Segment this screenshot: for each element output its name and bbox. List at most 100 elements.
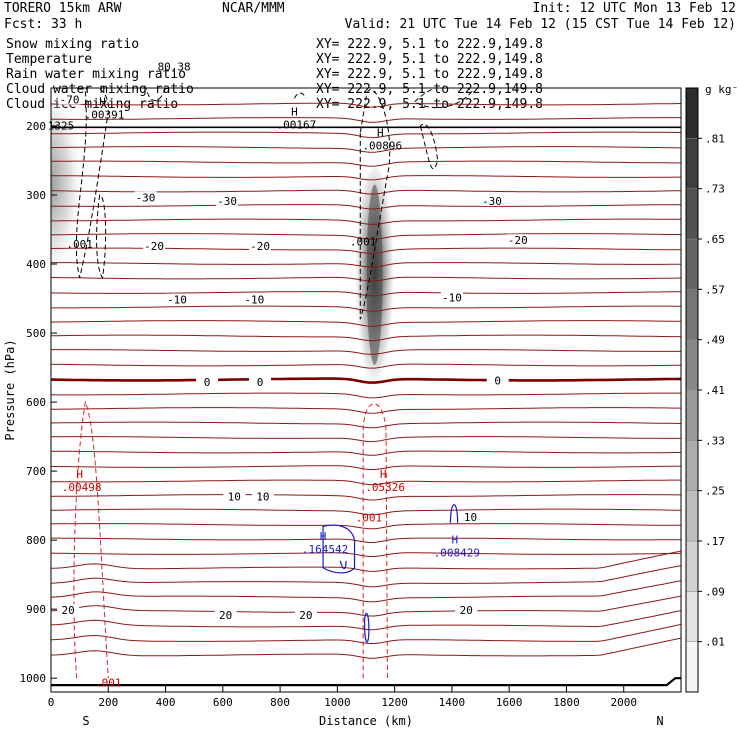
field-xy: XY= 222.9, 5.1 to 222.9,149.8 <box>316 37 543 52</box>
field-legend: Snow mixing ratio XY= 222.9, 5.1 to 222.9… <box>6 37 543 112</box>
isotherm-label: 20 <box>219 609 232 622</box>
isotherm-label: 20 <box>62 604 75 617</box>
x-tick-label: 200 <box>98 696 118 709</box>
isotherm-label: 10 <box>464 511 477 524</box>
field-name: Cloud water mixing ratio <box>6 82 194 97</box>
max-marker: H <box>291 106 298 119</box>
contour-label: 1325 <box>48 119 75 132</box>
colorbar-swatch <box>685 440 699 491</box>
x-tick-label: 1600 <box>496 696 523 709</box>
colorbar-tick-label: .09 <box>705 585 725 598</box>
isotherm-label: -20 <box>250 240 270 253</box>
isotherm-line <box>51 204 681 210</box>
x-tick-label: 1000 <box>324 696 351 709</box>
field-xy: XY= 222.9, 5.1 to 222.9,149.8 <box>316 82 543 97</box>
init-time: Init: 12 UTC Mon 13 Feb 12 <box>533 1 737 16</box>
plot-area <box>51 88 681 687</box>
isotherm-line <box>51 552 681 557</box>
isotherm-line <box>51 117 681 123</box>
isotherm-line <box>51 146 681 153</box>
contour-label: 80.38 <box>158 61 191 74</box>
ice-contour <box>413 88 473 109</box>
isotherm-label-bg <box>58 93 81 105</box>
south-endpoint: S <box>82 714 89 728</box>
cloud-water-contour <box>322 524 356 574</box>
isotherm-label-bg <box>506 234 529 246</box>
isotherm-label-bg <box>223 490 246 502</box>
isotherm-label-bg <box>251 490 274 502</box>
colorbar-swatch <box>685 188 699 240</box>
isotherm-label-bg <box>196 375 219 387</box>
colorbar-swatch <box>685 87 699 139</box>
isotherm-line <box>51 508 681 516</box>
colorbar-swatch <box>685 289 699 340</box>
max-marker: H <box>377 126 384 139</box>
max-value: .00167 <box>277 119 317 132</box>
snow-core <box>366 184 383 365</box>
x-tick-label: 2000 <box>610 696 637 709</box>
isotherm-line <box>51 233 681 240</box>
north-endpoint: N <box>656 714 663 728</box>
max-marker: H <box>451 534 458 547</box>
colorbar-tick-label: .73 <box>705 183 725 196</box>
isotherm-label-bg <box>481 194 503 206</box>
field-name: Snow mixing ratio <box>6 37 139 52</box>
isotherm-line <box>51 565 681 588</box>
isotherm-label-bg <box>166 293 188 305</box>
isotherm-line <box>51 363 681 369</box>
axes: 0 200 400 600 800 1000 1200 1400 1600 1800 2000200… <box>20 120 637 709</box>
isotherm-line <box>51 610 681 631</box>
colorbar-tick-label: .41 <box>705 384 725 397</box>
y-tick-label: 500 <box>26 327 46 340</box>
max-marker: H <box>320 530 327 543</box>
colorbar-swatch <box>685 238 699 290</box>
max-marker: H <box>99 95 106 108</box>
contour-label: .001 <box>350 235 377 248</box>
rain-contour <box>362 403 388 679</box>
colorbar-tick-label: .57 <box>705 283 725 296</box>
max-value: .00896 <box>362 139 402 152</box>
isotherm-label: 20 <box>299 609 312 622</box>
colorbar-swatch <box>685 591 699 642</box>
isotherm-label-bg <box>134 191 157 203</box>
isotherm-line <box>51 160 681 167</box>
y-tick-label: 900 <box>26 603 46 616</box>
isotherm-label: -20 <box>508 234 528 247</box>
cloud-water-contour <box>339 560 347 570</box>
zero-isotherm <box>51 377 681 384</box>
isotherm-line <box>51 276 681 282</box>
isotherm-label: 20 <box>460 604 473 617</box>
isotherm-line <box>51 305 681 312</box>
colorbar-swatch <box>685 641 699 693</box>
max-marker: H <box>380 468 387 481</box>
org-label: NCAR/MMM <box>222 1 285 16</box>
colorbar-tick-label: .49 <box>705 334 725 347</box>
isotherm-label-bg <box>249 239 272 251</box>
isotherm-label: -10 <box>167 294 187 307</box>
y-axis-title: Pressure (hPa) <box>3 339 17 440</box>
isotherm-label-bg <box>214 609 237 621</box>
isotherms <box>51 102 681 659</box>
isotherm-label: 10 <box>256 490 269 503</box>
cloud-water-contour <box>363 612 370 643</box>
colorbar-tick-label: .81 <box>705 132 725 145</box>
hydrometeor-contours <box>73 88 473 679</box>
colorbar-swatch <box>685 490 699 542</box>
isotherm-label-bg <box>143 239 166 251</box>
contour-labels: -70 -30 -30 -30 -20 -20 -20 -10 -10 -10 0 0 0 10 10 10 2… <box>48 61 529 689</box>
isotherm-label: 0 <box>257 376 264 389</box>
max-marker: H <box>76 468 83 481</box>
isotherm-label: -30 <box>482 195 502 208</box>
isotherm-label: 0 <box>204 376 211 389</box>
ice-contour <box>75 88 109 278</box>
model-title: TORERO 15km ARW <box>4 1 122 16</box>
isotherm-line <box>51 436 681 443</box>
isotherm-label: -70 <box>60 93 80 106</box>
isotherm-line <box>51 421 681 429</box>
x-tick-label: 400 <box>156 696 176 709</box>
contour-label: .001 <box>66 238 93 251</box>
colorbar-tick-label: .25 <box>705 485 725 498</box>
isotherm-label-bg <box>455 604 478 616</box>
x-tick-label: 1800 <box>553 696 580 709</box>
